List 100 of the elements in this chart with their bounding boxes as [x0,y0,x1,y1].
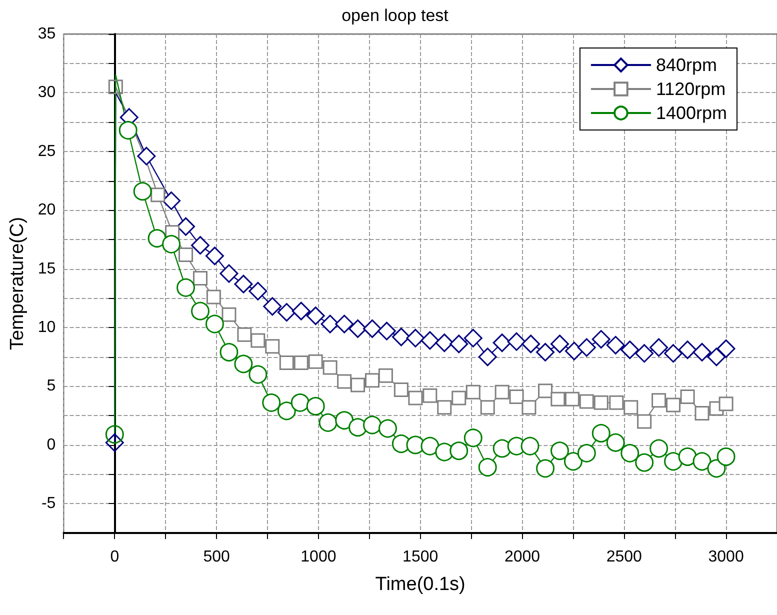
point [105,425,124,444]
point [707,348,726,366]
point [624,400,638,415]
point [176,278,196,297]
point [494,384,510,400]
point [222,307,236,322]
point [350,378,366,392]
point [320,314,340,334]
point [205,246,224,266]
point [579,394,594,409]
point [522,334,540,354]
point [650,338,668,357]
point [337,374,352,389]
point [137,146,156,166]
point [148,229,166,248]
point [335,314,354,334]
point [692,452,712,471]
point [520,436,540,456]
point [205,314,224,334]
point [564,392,580,406]
point [620,444,640,462]
legend-label: 840rpm [656,55,717,75]
point [635,453,654,472]
y-tick-label: 5 [46,378,56,395]
x-tick-label: 2000 [504,548,540,566]
point [162,191,181,210]
point [306,306,325,326]
point [594,395,608,410]
y-tick-label: 10 [38,319,56,336]
point [406,328,425,348]
point [220,264,238,283]
point [464,328,482,348]
point [450,334,468,354]
point [363,416,382,434]
point [234,274,253,294]
point [150,188,166,202]
y-tick-label: 15 [38,260,56,278]
point [279,356,294,370]
point [678,340,697,360]
point [420,331,440,350]
point [378,368,393,383]
x-tick-label: 3000 [708,548,744,566]
point [206,290,221,304]
point [606,336,625,354]
point [408,390,423,406]
point [536,342,555,362]
point [322,360,338,375]
point [592,330,610,349]
point [466,384,480,400]
point [536,459,555,478]
point [450,442,468,460]
point [692,342,712,362]
point [592,424,610,442]
point [308,354,323,369]
point [652,393,666,408]
point [620,340,640,360]
point [550,442,569,460]
point [248,365,268,384]
point [478,348,497,366]
point [606,433,625,452]
point [363,319,382,338]
point [480,400,495,415]
point [464,428,482,448]
point [378,419,397,438]
point [263,297,282,316]
point [437,400,452,415]
point [664,452,683,471]
point [292,302,310,320]
point [538,384,553,398]
point [176,217,196,236]
point [394,382,408,398]
point [492,334,512,352]
y-tick-label: 30 [38,84,56,102]
y-tick-label: 25 [38,142,56,160]
point [335,411,354,430]
point [290,393,310,412]
y-tick-label: -5 [41,495,56,512]
point [509,390,524,404]
point [265,339,280,354]
y-tick-label: 0 [46,436,56,454]
point [365,373,380,388]
point [707,459,726,478]
point [118,121,138,140]
point [377,322,396,340]
point [664,344,683,363]
point [133,182,152,201]
point [680,390,695,404]
point [716,447,736,466]
point [318,413,338,432]
point [678,447,697,466]
point [564,342,584,360]
point [435,334,454,352]
point [192,270,208,286]
y-tick-label: 35 [38,26,56,42]
point [716,339,736,358]
point [609,395,624,410]
x-tick-label: 1000 [300,548,336,566]
point [550,334,569,354]
point [650,439,668,458]
point [248,282,268,300]
